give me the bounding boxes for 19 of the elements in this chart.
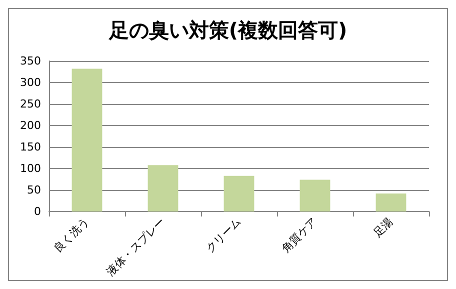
x-tick-label: 角質ケア (279, 214, 320, 256)
bar (300, 180, 330, 212)
y-tick-label: 200 (20, 119, 41, 132)
bar (224, 176, 254, 212)
bar (148, 165, 178, 212)
y-tick-label: 0 (34, 205, 41, 218)
y-tick-label: 50 (27, 184, 41, 197)
y-tick-label: 300 (20, 76, 41, 90)
x-tick-label: 良く洗う (51, 214, 92, 256)
bar (376, 193, 406, 212)
y-tick-label: 250 (20, 98, 41, 111)
y-tick-label: 100 (20, 162, 41, 176)
bar (72, 68, 102, 212)
y-tick-label: 350 (20, 54, 41, 68)
x-tick-label: 液体・スプレー (104, 214, 168, 279)
y-tick-label: 150 (20, 140, 41, 154)
chart-title: 足の臭い対策(複数回答可) (108, 18, 348, 42)
x-tick-label: 足湯 (370, 214, 396, 240)
x-tick-label: クリーム (203, 214, 244, 256)
